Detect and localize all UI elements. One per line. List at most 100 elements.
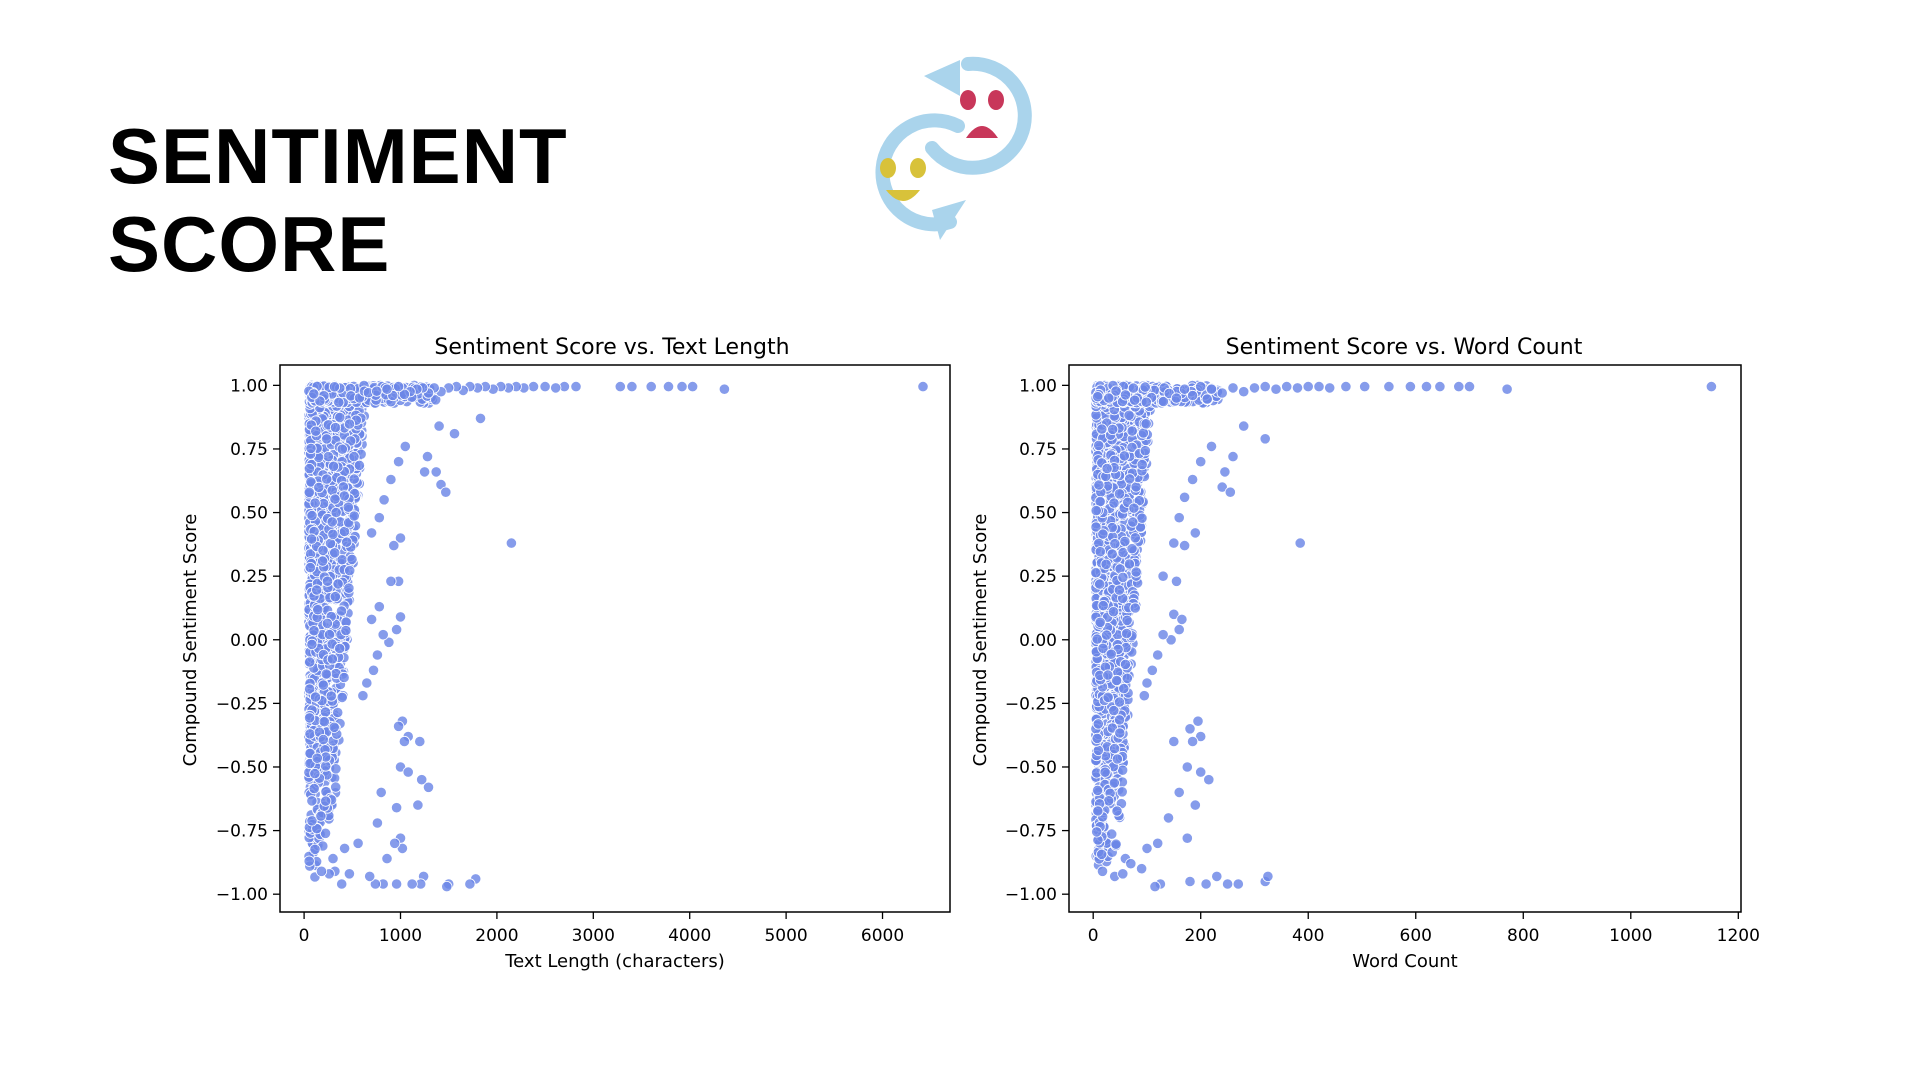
scatter-point (390, 623, 403, 636)
scatter-point (1211, 870, 1223, 883)
scatter-point (327, 460, 340, 472)
scatter-point (306, 638, 318, 651)
chart-title: Sentiment Score vs. Text Length (434, 335, 789, 360)
slide-title-line2: SCORE (108, 200, 391, 288)
scatter-point (1102, 669, 1114, 681)
scatter-point (304, 728, 316, 740)
scatter-point (316, 555, 329, 567)
scatter-point (1173, 623, 1185, 636)
scatter-point (329, 493, 341, 505)
scatter-point (1181, 832, 1193, 844)
scatter-point (343, 418, 356, 430)
scatter-point (328, 381, 341, 393)
scatter-point (348, 450, 360, 463)
scatter-point (361, 677, 373, 689)
x-tick-label: 6000 (861, 926, 904, 946)
y-tick-label: 1.00 (230, 376, 268, 396)
scatter-point (342, 501, 354, 513)
scatter-point (1463, 380, 1476, 393)
scatter-point (1224, 486, 1236, 498)
scatter-point (338, 490, 350, 502)
scatter-point (1359, 380, 1371, 393)
scatter-point (390, 878, 403, 890)
scatter-point (1453, 380, 1465, 393)
scatter-point (320, 795, 332, 807)
scatter-point (383, 636, 395, 648)
y-tick-label: −0.25 (1005, 694, 1057, 714)
scatter-point (1238, 420, 1250, 432)
y-tick-label: −0.75 (216, 822, 268, 842)
x-ticks: 0 1000 2000 3000 4000 5000 6000 (299, 912, 904, 946)
scatter-point (1114, 727, 1126, 739)
scatter-point (326, 653, 338, 665)
scatter-point (306, 815, 318, 827)
scatter-point (332, 578, 344, 590)
scatter-point (1203, 774, 1215, 786)
scatter-point (1124, 473, 1136, 485)
scatter-point (336, 878, 348, 890)
scatter-point (1113, 584, 1126, 596)
x-tick-label: 600 (1400, 926, 1432, 946)
scatter-point (357, 690, 369, 702)
x-tick-label: 200 (1184, 926, 1216, 946)
scatter-point (341, 536, 353, 548)
scatter-point (1192, 715, 1204, 727)
scatter-point (312, 604, 324, 616)
scatter-point (1195, 730, 1207, 743)
scatter-point (1165, 634, 1177, 646)
scatter-point (1189, 527, 1201, 539)
scatter-point (388, 539, 400, 552)
scatter-point (1195, 766, 1207, 778)
scatter-point (1136, 458, 1148, 471)
scatter-point (319, 706, 332, 718)
scatter-point (1140, 396, 1152, 408)
scatter-point (1216, 387, 1228, 399)
scatter-point (1117, 868, 1129, 880)
scatter-point (1127, 516, 1139, 528)
scatter-point (1097, 642, 1109, 654)
scatter-point (1113, 488, 1126, 500)
y-axis-label: Compound Sentiment Score (970, 514, 991, 767)
scatter-point (390, 802, 403, 814)
scatter-point (398, 735, 410, 748)
scatter-point (346, 553, 358, 566)
y-tick-label: −1.00 (1005, 885, 1057, 905)
scatter-point (1340, 380, 1352, 393)
scatter-point (305, 533, 318, 545)
scatter-point (1119, 658, 1132, 671)
scatter-point (335, 605, 348, 617)
scatter-point (1128, 502, 1140, 514)
scatter-point (1129, 532, 1141, 544)
scatter-point (1259, 380, 1271, 393)
scatter-point (394, 611, 407, 623)
scatter-point (1291, 382, 1304, 394)
scatter-point (308, 782, 320, 795)
scatter-point (1434, 380, 1446, 393)
scatter-point (1189, 799, 1201, 811)
scatter-point (1152, 837, 1164, 849)
scatter-point (1118, 450, 1131, 462)
points-layer (1090, 379, 1718, 893)
scatter-point (303, 462, 315, 475)
scatter-point (330, 763, 342, 775)
scatter-point (1205, 440, 1218, 452)
scatter-point (381, 383, 393, 395)
scatter-point (1133, 495, 1145, 507)
scatter-point (1139, 381, 1151, 393)
scatter-point (448, 428, 461, 440)
y-tick-label: 0.50 (230, 504, 268, 524)
scatter-point (1138, 690, 1150, 702)
scatter-point (1140, 418, 1152, 430)
scatter-point (1270, 383, 1282, 395)
scatter-point (1109, 538, 1121, 550)
scatter-point (303, 486, 315, 498)
scatter-point (311, 752, 323, 764)
scatter-point (626, 380, 638, 393)
scatter-point (385, 575, 397, 587)
scatter-point (416, 774, 428, 786)
scatter-point (330, 781, 342, 793)
y-tick-label: 1.00 (1019, 376, 1057, 396)
scatter-point (1091, 633, 1103, 645)
scatter-point (1187, 389, 1199, 402)
scatter-point (321, 433, 333, 445)
